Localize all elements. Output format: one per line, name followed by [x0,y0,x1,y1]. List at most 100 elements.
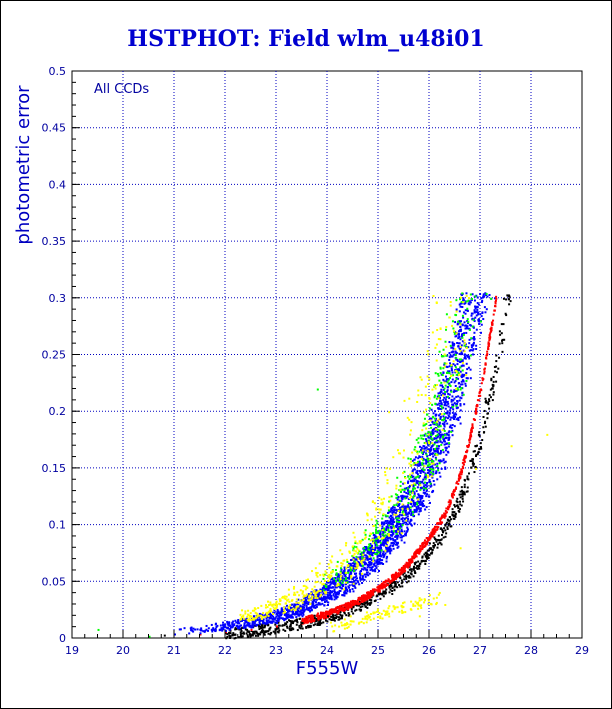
data-point-blue [336,579,339,582]
data-point-blue [362,568,365,571]
data-point-yellow [380,502,383,505]
data-point-yellow [316,571,319,574]
data-point-yellow [382,536,385,539]
data-point-blue [283,619,286,622]
data-point-blue [416,482,419,485]
data-point-blue [398,525,401,528]
data-point-yellow [240,616,243,619]
data-point-green [422,424,425,427]
data-point-black [400,582,403,585]
data-point-blue [392,510,395,513]
data-point-blue [405,509,408,512]
data-point-black [269,626,272,629]
data-point-yellow [379,615,382,618]
data-point-black [298,624,301,627]
data-point-green [419,434,422,437]
data-point-blue [425,489,428,492]
data-point-blue [330,598,333,601]
data-point-blue [475,344,478,347]
data-point-blue [456,374,459,377]
data-point-blue [194,628,197,631]
data-point-blue [280,617,283,620]
data-point-blue [455,395,458,398]
data-point-black [452,517,455,520]
data-point-black [364,605,367,608]
data-point-yellow [381,537,384,540]
data-point-yellow [432,294,435,297]
data-point-black [391,589,394,592]
data-point-blue [397,534,400,537]
data-point-blue [454,415,457,418]
data-point-black [488,407,491,410]
data-point-red [436,522,439,525]
data-point-black [428,542,431,545]
data-point-yellow [381,617,384,620]
data-point-blue [371,553,374,556]
data-point-blue [449,409,452,412]
data-point-blue [444,466,447,469]
data-point-blue [200,627,203,630]
data-point-blue [441,386,444,389]
data-point-blue [466,322,469,325]
data-point-yellow [388,612,391,615]
data-point-blue [228,622,231,625]
data-point-blue [445,404,448,407]
data-point-blue [443,461,446,464]
data-point-green [431,468,434,471]
data-point-blue [399,508,402,511]
data-point-blue [418,470,421,473]
data-point-yellow [420,393,423,396]
data-point-blue [470,346,473,349]
data-point-red [473,418,476,421]
data-point-black [417,560,420,563]
data-point-blue [378,533,381,536]
data-point-red [485,354,488,357]
data-point-green [334,569,337,572]
data-point-blue [486,295,489,298]
data-point-blue [427,432,430,435]
data-point-blue [231,621,234,624]
data-point-green [367,546,370,549]
data-point-blue [376,541,379,544]
data-point-yellow [272,606,275,609]
data-point-blue [465,372,468,375]
data-point-blue [342,584,345,587]
data-point-red [434,530,437,533]
data-point-blue [412,475,415,478]
data-point-black [478,435,481,438]
data-point-blue [322,592,325,595]
data-point-black [359,606,362,609]
data-point-black [388,591,391,594]
data-point-blue [413,479,416,482]
data-point-yellow [417,604,420,607]
data-point-green [339,570,342,573]
data-point-black [268,628,271,631]
data-point-black [415,561,418,564]
data-point-blue [190,629,193,632]
data-point-red [419,545,422,548]
data-point-blue [440,388,443,391]
data-point-red [443,516,446,519]
data-point-blue [451,434,454,437]
data-point-blue [227,623,230,626]
data-point-red [377,586,380,589]
data-point-blue [452,353,455,356]
data-point-black [253,632,256,635]
data-point-black [339,610,342,613]
data-point-blue [305,604,308,607]
data-point-blue [418,445,421,448]
data-point-blue [271,618,274,621]
data-point-blue [353,562,356,565]
data-point-blue [439,390,442,393]
data-point-red [337,611,340,614]
data-point-blue [427,443,430,446]
data-point-blue [452,390,455,393]
data-point-red [487,345,490,348]
data-point-blue [222,628,225,631]
data-point-blue [334,586,337,589]
data-point-green [431,403,434,406]
data-point-yellow [375,508,378,511]
data-point-red [407,562,410,565]
data-point-yellow [323,579,326,582]
data-point-blue [398,513,401,516]
